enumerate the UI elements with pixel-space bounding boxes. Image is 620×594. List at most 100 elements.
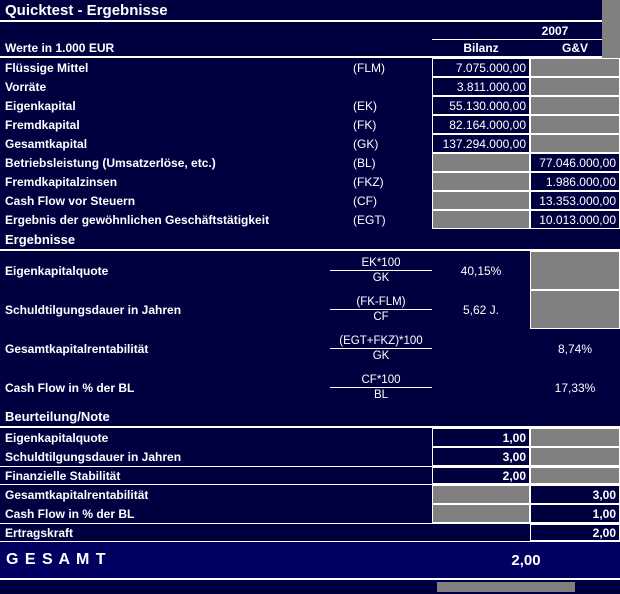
rating-value-cell[interactable]: 2,00: [530, 524, 620, 541]
result-value-cell[interactable]: 5,62 J.: [462, 302, 500, 317]
result-row: Schuldtilgungsdauer in Jahren (FK-FLM) C…: [0, 290, 620, 329]
result-value-cell[interactable]: 8,74%: [557, 341, 593, 356]
year-row: 2007: [0, 22, 620, 40]
row-label: Gesamtkapitalrentabilität: [5, 487, 149, 502]
result-value-cell[interactable]: 40,15%: [460, 263, 502, 278]
report-header: Quicktest - Ergebnisse: [0, 0, 620, 22]
rating-value-cell[interactable]: 1,00: [530, 504, 620, 523]
pl-row: Betriebsleistung (Umsatzerlöse, etc.) (B…: [0, 153, 620, 172]
row-label: Betriebsleistung (Umsatzerlöse, etc.): [5, 155, 216, 170]
formula-numerator: (FK-FLM): [330, 296, 432, 310]
formula-denominator: BL: [373, 389, 389, 401]
rating-row: Gesamtkapitalrentabilität 3,00: [0, 485, 620, 504]
gv-value-cell[interactable]: 13.353.000,00: [530, 191, 620, 210]
bilanz-value-cell[interactable]: 137.294.000,00: [432, 134, 530, 153]
row-label: Finanzielle Stabilität: [5, 468, 121, 483]
row-label: Ergebnis der gewöhnlichen Geschäftstätig…: [5, 212, 270, 227]
rating-row: Eigenkapitalquote 1,00: [0, 428, 620, 447]
formula-numerator: (EGT+FKZ)*100: [330, 335, 432, 349]
section-title: Beurteilung/Note: [5, 409, 110, 424]
formula-fraction: (FK-FLM) CF: [330, 290, 432, 329]
row-code: (BL): [353, 155, 376, 170]
gv-empty-cell: [530, 58, 620, 77]
pl-row: Ergebnis der gewöhnlichen Geschäftstätig…: [0, 210, 620, 229]
row-label: Flüssige Mittel: [5, 60, 89, 75]
section-title: Ergebnisse: [5, 231, 76, 247]
rating-value-cell[interactable]: 3,00: [432, 447, 530, 466]
column-header-bilanz: Bilanz: [463, 41, 499, 55]
row-label: Gesamtkapitalrentabilität: [5, 341, 149, 356]
formula-denominator: GK: [372, 350, 390, 362]
bilanz-value-cell[interactable]: 7.075.000,00: [432, 58, 530, 77]
balance-row: Fremdkapital (FK) 82.164.000,00: [0, 115, 620, 134]
row-label: Ertragskraft: [5, 525, 74, 540]
bottom-edge: [0, 580, 620, 594]
rating-row: Cash Flow in % der BL 1,00: [0, 504, 620, 523]
rating-row-ertragskraft: Ertragskraft 2,00: [0, 523, 620, 542]
result-row: Cash Flow in % der BL CF*100 BL 17,33%: [0, 368, 620, 407]
formula-fraction: EK*100 GK: [330, 251, 432, 290]
bilanz-value-cell[interactable]: 82.164.000,00: [432, 115, 530, 134]
row-code: (GK): [353, 136, 379, 151]
sheet-corner-artifact: [602, 0, 620, 58]
row-code: (EGT): [353, 212, 386, 227]
row-code: (FK): [353, 117, 377, 132]
bilanz-empty-cell: [432, 191, 530, 210]
row-label: Vorräte: [5, 79, 47, 94]
bottom-gray-artifact: [437, 582, 575, 592]
pl-row: Fremdkapitalzinsen (FKZ) 1.986.000,00: [0, 172, 620, 191]
total-value-cell[interactable]: 2,00: [511, 551, 541, 569]
bilanz-empty-cell: [432, 485, 530, 504]
bilanz-empty-cell: [432, 524, 530, 541]
result-row: Gesamtkapitalrentabilität (EGT+FKZ)*100 …: [0, 329, 620, 368]
gv-empty-cell: [530, 134, 620, 153]
report-title: Quicktest - Ergebnisse: [5, 1, 168, 19]
result-value-cell[interactable]: 17,33%: [554, 380, 596, 395]
unit-label: Werte in 1.000 EUR: [5, 41, 115, 55]
bilanz-value-cell[interactable]: 3.811.000,00: [432, 77, 530, 96]
row-label: Fremdkapitalzinsen: [5, 174, 118, 189]
formula-fraction: CF*100 BL: [330, 368, 432, 407]
gv-value-cell[interactable]: 10.013.000,00: [530, 210, 620, 229]
rating-value-cell[interactable]: 2,00: [432, 467, 530, 484]
formula-denominator: CF: [373, 311, 389, 323]
bilanz-empty-cell: [432, 504, 530, 523]
bilanz-empty-cell: [432, 210, 530, 229]
year-label: 2007: [541, 23, 569, 38]
gv-empty-cell: [530, 251, 620, 290]
formula-numerator: EK*100: [330, 257, 432, 271]
row-label: Eigenkapitalquote: [5, 430, 109, 445]
result-row: Eigenkapitalquote EK*100 GK 40,15%: [0, 251, 620, 290]
gv-value-cell[interactable]: 1.986.000,00: [530, 172, 620, 191]
rating-row: Schuldtilgungsdauer in Jahren 3,00: [0, 447, 620, 466]
row-label: Eigenkapital: [5, 98, 76, 113]
section-heading-ergebnisse: Ergebnisse: [0, 229, 620, 251]
gv-empty-cell: [530, 428, 620, 447]
balance-row: Eigenkapital (EK) 55.130.000,00: [0, 96, 620, 115]
gv-value-cell[interactable]: 77.046.000,00: [530, 153, 620, 172]
rating-value-cell[interactable]: 1,00: [432, 428, 530, 447]
row-code: [345, 77, 432, 96]
balance-row: Vorräte 3.811.000,00: [0, 77, 620, 96]
row-code: (EK): [353, 98, 377, 113]
row-label: Eigenkapitalquote: [5, 263, 109, 278]
formula-fraction: (EGT+FKZ)*100 GK: [330, 329, 432, 368]
bilanz-value-cell[interactable]: 55.130.000,00: [432, 96, 530, 115]
gv-empty-cell: [530, 77, 620, 96]
bilanz-empty-cell: [432, 368, 530, 407]
row-label: Schuldtilgungsdauer in Jahren: [5, 449, 182, 464]
rating-row-finanzielle-stabilitaet: Finanzielle Stabilität 2,00: [0, 466, 620, 485]
total-label: G E S A M T: [6, 551, 107, 568]
column-header-gv: G&V: [561, 41, 588, 55]
pl-row: Cash Flow vor Steuern (CF) 13.353.000,00: [0, 191, 620, 210]
gv-empty-cell: [530, 447, 620, 466]
rating-value-cell[interactable]: 3,00: [530, 485, 620, 504]
gv-empty-cell: [530, 115, 620, 134]
row-label: Cash Flow in % der BL: [5, 506, 135, 521]
bilanz-empty-cell: [432, 153, 530, 172]
bilanz-empty-cell: [432, 172, 530, 191]
row-code: (CF): [353, 193, 377, 208]
gv-empty-cell: [530, 467, 620, 484]
row-code: (FLM): [353, 60, 385, 75]
